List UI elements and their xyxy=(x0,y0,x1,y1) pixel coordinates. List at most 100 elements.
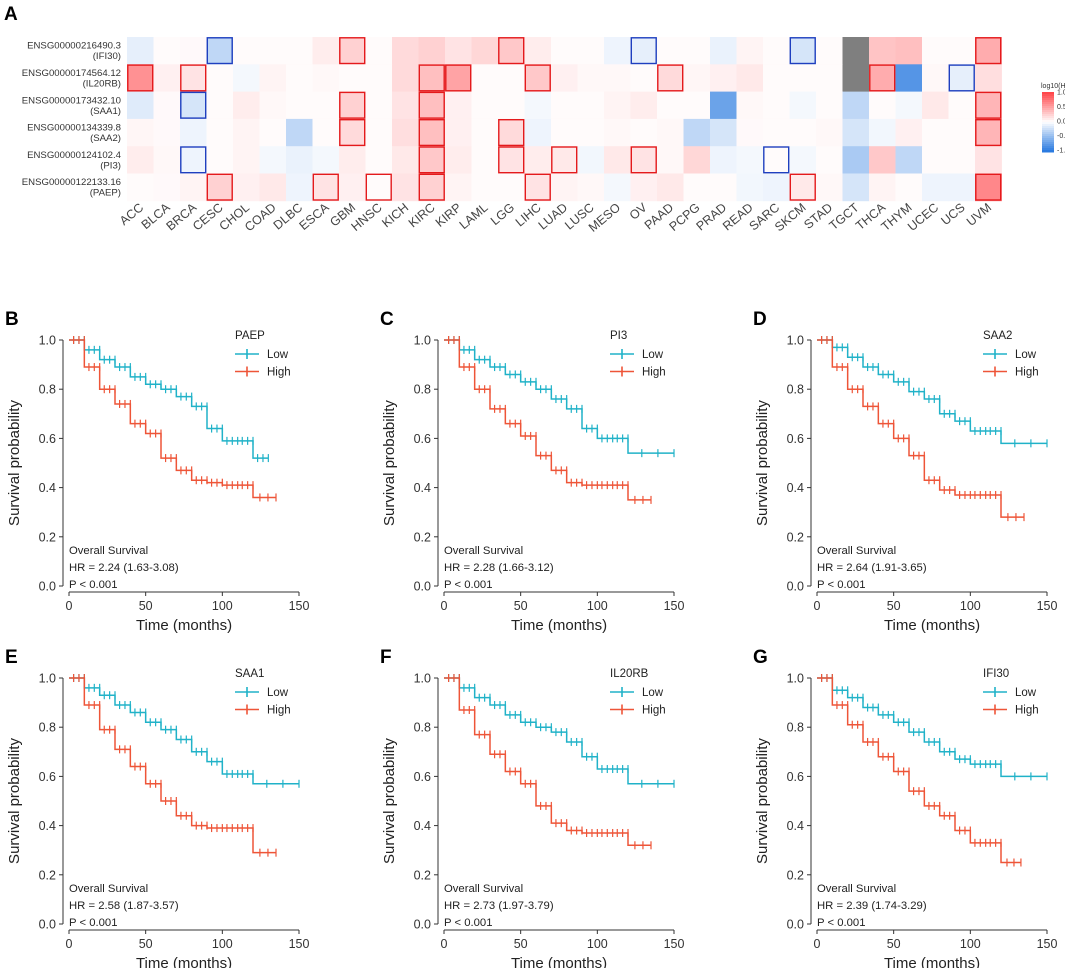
heatmap-cell xyxy=(286,37,313,65)
heatmap-cell xyxy=(418,64,446,92)
heatmap-cell xyxy=(895,118,923,147)
significance-box xyxy=(339,118,366,147)
heatmap-cell xyxy=(842,173,870,202)
x-tick-label: 100 xyxy=(212,937,233,951)
y-tick-label: 0.4 xyxy=(414,481,431,495)
heatmap-cell xyxy=(604,37,631,65)
heatmap-cell xyxy=(630,64,658,92)
x-tick-label: 0 xyxy=(814,937,821,951)
heatmap-cell xyxy=(127,91,154,120)
heatmap-cell xyxy=(736,118,764,147)
km-panel-pi3: C 0.0 0.2 0.4 0.6 0.8 1.0 0 50 100 150 Time (months… xyxy=(380,309,684,634)
heatmap-cell xyxy=(630,173,658,202)
km-curve-high xyxy=(444,339,651,501)
panel-label-c: C xyxy=(380,309,394,330)
heatmap-cell xyxy=(710,118,737,147)
column-label: HNSC xyxy=(349,200,385,233)
stat-annotation: Overall Survival xyxy=(817,883,896,895)
x-tick-label: 150 xyxy=(289,937,310,951)
significance-box xyxy=(418,173,445,201)
heatmap-cell xyxy=(736,64,764,92)
legend-gradient-step xyxy=(1042,132,1054,135)
legend-title-gene: SAA1 xyxy=(235,668,264,680)
legend-gradient-step xyxy=(1042,148,1054,151)
heatmap-cell xyxy=(127,64,154,92)
heatmap-cell xyxy=(895,146,923,174)
heatmap-cell xyxy=(869,118,896,147)
heatmap-cell xyxy=(842,64,870,92)
km-panel-ifi30: G 0.0 0.2 0.4 0.6 0.8 1.0 0 50 100 150 Time (months… xyxy=(753,647,1057,968)
heatmap-cell xyxy=(286,118,313,147)
heatmap-cell xyxy=(551,64,578,92)
heatmap-cell xyxy=(763,146,790,174)
heatmap-cell xyxy=(948,64,976,92)
legend-tick: -0.5 xyxy=(1057,133,1065,140)
heatmap-cell xyxy=(233,118,260,147)
heatmap-column-labels: ACCBLCABRCACESCCHOLCOADDLBCESCAGBMHNSCKI… xyxy=(117,200,994,235)
heatmap-cell xyxy=(683,173,711,202)
heatmap-cell xyxy=(551,118,578,147)
heatmap-cell xyxy=(736,173,764,202)
heatmap-cell xyxy=(471,173,499,202)
heatmap-cell xyxy=(948,37,976,65)
y-tick-label: 0.4 xyxy=(787,819,804,833)
heatmap-cell xyxy=(895,37,923,65)
legend-gradient-step xyxy=(1042,114,1054,117)
heatmap-cell xyxy=(498,91,525,120)
stat-annotation: Overall Survival xyxy=(69,545,148,557)
y-tick-label: 0.2 xyxy=(39,530,56,544)
x-axis-title: Time (months) xyxy=(136,617,232,634)
heatmap-cell xyxy=(286,64,313,92)
heatmap-cell xyxy=(180,118,207,147)
km-curve-low xyxy=(817,677,1047,778)
significance-box xyxy=(975,173,1002,201)
heatmap-cell xyxy=(312,146,340,174)
heatmap-cell xyxy=(180,37,207,65)
significance-box xyxy=(339,91,366,119)
heatmap-cell xyxy=(339,37,366,65)
y-tick-label: 0.8 xyxy=(787,721,804,735)
heatmap-cell xyxy=(259,118,287,147)
heatmap-cell xyxy=(604,173,631,202)
heatmap-cell xyxy=(922,173,949,202)
heatmap-cell xyxy=(975,118,1002,147)
heatmap-cell xyxy=(551,91,578,120)
x-tick-label: 150 xyxy=(1037,599,1058,613)
heatmap-cell xyxy=(286,91,313,120)
heatmap-cell xyxy=(842,146,870,174)
heatmap-cell xyxy=(365,118,393,147)
x-tick-label: 0 xyxy=(814,599,821,613)
x-tick-label: 50 xyxy=(139,599,153,613)
y-tick-label: 0.6 xyxy=(414,770,431,784)
heatmap-cell xyxy=(710,64,737,92)
heatmap-cell xyxy=(445,91,472,120)
heatmap-cell xyxy=(869,173,896,202)
panel-label-a: A xyxy=(4,4,18,25)
legend-label-high: High xyxy=(642,705,666,717)
heatmap-cell xyxy=(551,173,578,202)
heatmap-cell xyxy=(551,37,578,65)
y-tick-label: 0.6 xyxy=(414,432,431,446)
heatmap-cell xyxy=(604,146,631,174)
heatmap-cell xyxy=(577,173,605,202)
heatmap-cell xyxy=(392,91,419,120)
legend-label-high: High xyxy=(1015,367,1039,379)
legend-gradient-step xyxy=(1042,126,1054,129)
heatmap-cell xyxy=(524,91,552,120)
heatmap-cell xyxy=(657,91,684,120)
significance-box xyxy=(127,64,154,92)
significance-box xyxy=(418,118,445,147)
heatmap-cell xyxy=(657,146,684,174)
y-tick-label: 1.0 xyxy=(39,334,56,348)
column-label: SKCM xyxy=(772,200,809,234)
legend-gradient-step xyxy=(1042,134,1054,137)
significance-box xyxy=(418,64,445,92)
y-axis-title: Survival probability xyxy=(381,400,398,526)
heatmap-cell xyxy=(127,118,154,147)
x-tick-label: 0 xyxy=(441,937,448,951)
heatmap-cell xyxy=(524,37,552,65)
significance-box xyxy=(339,37,366,65)
heatmap-cell xyxy=(286,173,313,202)
heatmap-cell xyxy=(842,91,870,120)
legend-label-low: Low xyxy=(642,687,664,699)
